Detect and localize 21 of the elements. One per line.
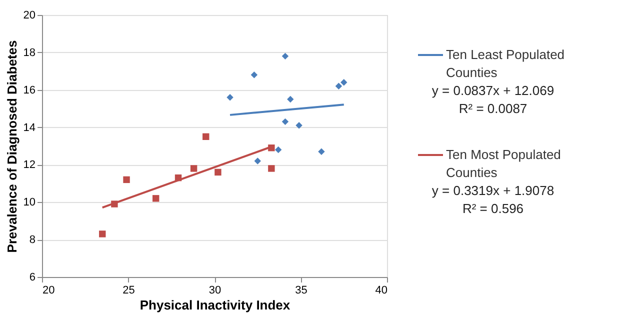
- text: R² = 0.596: [462, 201, 524, 216]
- y-tick-label: 14: [23, 122, 36, 134]
- x-tick-label: 25: [122, 284, 135, 296]
- x-tick-label: 35: [295, 284, 308, 296]
- text: y = 0.3319x + 1.9078: [432, 183, 554, 198]
- y-tick-label: 20: [23, 10, 36, 22]
- legend-label: Ten Most Populated Counties: [446, 147, 561, 180]
- text: R² = 0.0087: [458, 101, 528, 116]
- y-tick-label: 16: [23, 84, 36, 96]
- y-tick-label: 12: [23, 159, 36, 172]
- y-tick-label: 6: [29, 272, 36, 284]
- x-tick-label: 20: [42, 284, 55, 296]
- x-axis-title: Physical Inactivity Index: [140, 298, 291, 312]
- y-axis-title: Prevalence of Diagnosed Diabetes: [4, 40, 20, 253]
- x-tick-label: 30: [208, 284, 222, 296]
- y-tick-label: 10: [23, 196, 36, 209]
- legend-label: Ten Least Populated Counties: [446, 47, 565, 80]
- x-tick-label: 40: [375, 284, 388, 296]
- y-tick-label: 18: [23, 46, 36, 59]
- y-tick-label: 8: [29, 234, 36, 246]
- text: y = 0.0837x + 12.069: [432, 83, 554, 98]
